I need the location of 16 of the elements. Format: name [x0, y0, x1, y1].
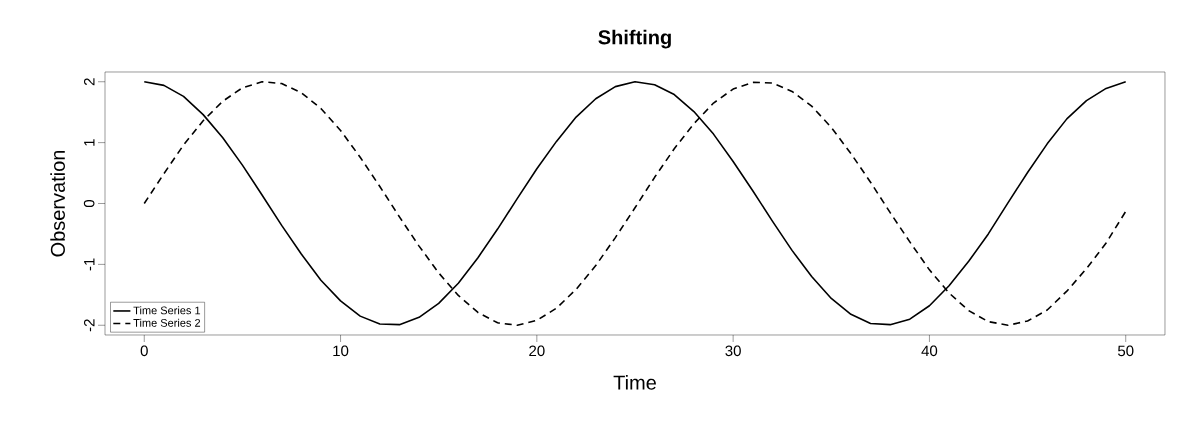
x-tick-label: 0: [140, 345, 148, 357]
y-tick-label: 1: [84, 139, 95, 146]
y-tick-label: -2: [83, 319, 95, 332]
y-tick-label: 2: [83, 78, 95, 86]
y-axis-title: Observation: [50, 150, 65, 257]
legend-label: Time Series 2: [133, 318, 201, 327]
x-tick-label: 10: [333, 345, 349, 357]
x-tick-label: 40: [921, 345, 938, 357]
x-tick-label: 50: [1117, 345, 1134, 357]
y-tick-label: 0: [83, 199, 95, 208]
y-tick-label: -1: [84, 258, 95, 271]
chart-title: Shifting: [598, 29, 671, 49]
x-tick-label: 20: [529, 345, 545, 357]
x-tick-label: 30: [725, 345, 741, 357]
x-axis-title: Time: [613, 375, 656, 390]
legend-label: Time Series 1: [133, 306, 201, 315]
